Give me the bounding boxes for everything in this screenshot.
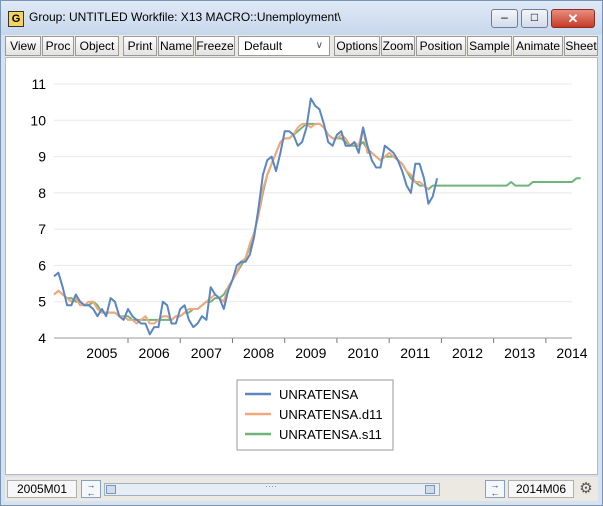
sample-button[interactable]: Sample (467, 36, 512, 56)
object-button[interactable]: Object (75, 36, 119, 56)
sample-status-bar: 2005M01 → ← ···· → ← 2014M06 ⚙ (5, 477, 598, 501)
x-tick-label: 2006 (139, 345, 170, 361)
print-button[interactable]: Print (123, 36, 157, 56)
view-mode-select[interactable]: Default ∨ (238, 36, 330, 56)
maximize-button[interactable]: □ (521, 9, 548, 28)
y-tick-label: 11 (31, 76, 46, 92)
freeze-button[interactable]: Freeze (195, 36, 235, 56)
name-button[interactable]: Name (158, 36, 194, 56)
unemployment-line-chart: 4 5 6 7 8 9 10 11 2005 2006 2007 2008 2009 2010 2011 20… (30, 76, 588, 451)
left-right-arrows-icon: → ← (86, 480, 96, 498)
minimize-icon: – (501, 10, 508, 24)
legend-label: UNRATENSA (279, 387, 359, 402)
slider-end-handle[interactable] (425, 485, 435, 494)
slider-start-handle[interactable] (106, 485, 116, 494)
x-tick-label: 2005 (86, 345, 117, 361)
series-line (53, 97, 439, 336)
chevron-down-icon: ∨ (315, 40, 323, 51)
start-shift-arrows[interactable]: → ← (81, 480, 101, 498)
x-tick-label: 2008 (243, 345, 274, 361)
graph-area[interactable]: 4 5 6 7 8 9 10 11 2005 2006 2007 2008 2009 2010 2011 20… (5, 57, 598, 475)
sheet-button[interactable]: Sheet (564, 36, 598, 56)
slider-grip-icon: ···· (265, 481, 277, 491)
view-button[interactable]: View (5, 36, 41, 56)
title-bar[interactable]: G Group: UNTITLED Workfile: X13 MACRO::U… (1, 1, 602, 35)
animate-button[interactable]: Animate (513, 36, 563, 56)
sample-start-date: 2005M01 (7, 480, 77, 498)
y-tick-label: 7 (38, 221, 46, 237)
x-tick-label: 2014 (556, 345, 587, 361)
minimize-button[interactable]: – (491, 9, 518, 28)
y-tick-label: 5 (38, 294, 46, 310)
axes: 4 5 6 7 8 9 10 11 2005 2006 2007 2008 2009 2010 2011 20… (30, 76, 587, 361)
proc-button[interactable]: Proc (42, 36, 74, 56)
sample-range-slider[interactable]: ···· (104, 481, 440, 496)
view-mode-value: Default (244, 39, 283, 53)
object-toolbar: View Proc Object Print Name Freeze Defau… (5, 35, 598, 57)
y-tick-label: 10 (30, 112, 46, 128)
x-tick-label: 2012 (452, 345, 483, 361)
x-tick-label: 2007 (191, 345, 222, 361)
legend-label: UNRATENSA.d11 (279, 407, 383, 422)
left-right-arrows-icon: → ← (490, 480, 500, 498)
y-tick-label: 4 (38, 330, 46, 346)
series-line (53, 122, 581, 321)
y-tick-label: 8 (38, 185, 46, 201)
series-lines (53, 97, 581, 336)
close-icon: ✕ (567, 11, 579, 26)
maximize-icon: □ (530, 10, 539, 24)
options-button[interactable]: Options (334, 36, 380, 56)
end-shift-arrows[interactable]: → ← (485, 480, 505, 498)
gridlines (54, 83, 572, 339)
x-tick-label: 2010 (347, 345, 378, 361)
legend: UNRATENSA UNRATENSA.d11 UNRATENSA.s11 (236, 379, 394, 451)
y-tick-label: 9 (38, 149, 46, 165)
gear-icon[interactable]: ⚙ (579, 480, 593, 497)
y-tick-label: 6 (38, 257, 46, 273)
x-tick-label: 2009 (295, 345, 326, 361)
sample-end-date: 2014M06 (508, 480, 574, 498)
position-button[interactable]: Position (416, 36, 466, 56)
x-tick-label: 2011 (400, 345, 430, 361)
group-app-icon: G (8, 11, 24, 27)
x-tick-label: 2013 (504, 345, 535, 361)
close-button[interactable]: ✕ (551, 9, 595, 28)
zoom-button[interactable]: Zoom (381, 36, 415, 56)
legend-label: UNRATENSA.s11 (279, 427, 382, 442)
window-title: Group: UNTITLED Workfile: X13 MACRO::Une… (29, 10, 341, 24)
legend-box (236, 379, 394, 451)
series-line (53, 122, 430, 325)
